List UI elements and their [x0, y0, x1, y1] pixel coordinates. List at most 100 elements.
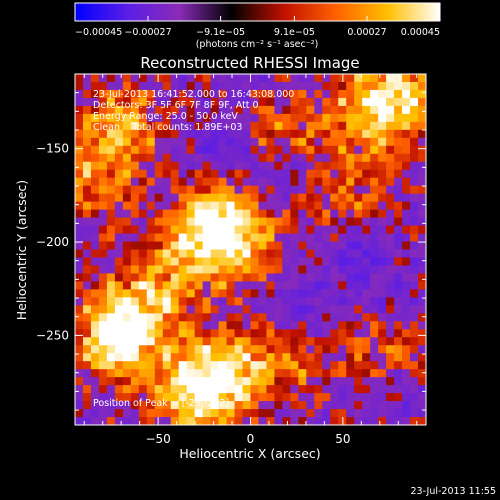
heatmap-cell — [194, 89, 204, 99]
heatmap-cell — [306, 193, 315, 203]
heatmap-cell — [378, 137, 387, 147]
heatmap-cell — [218, 89, 227, 99]
heatmap-cell — [274, 233, 283, 242]
heatmap-cell — [330, 369, 339, 378]
heatmap-cell — [98, 273, 108, 282]
heatmap-cell — [226, 385, 235, 394]
heatmap-cell — [338, 241, 347, 250]
heatmap-cell — [298, 121, 307, 131]
heatmap-cell — [178, 273, 188, 282]
heatmap-cell — [130, 329, 140, 338]
heatmap-cell — [410, 209, 419, 218]
heatmap-cell — [378, 257, 387, 266]
heatmap-cell — [202, 137, 212, 147]
heatmap-cell — [410, 145, 419, 155]
heatmap-cell — [242, 385, 251, 394]
heatmap-cell — [90, 145, 100, 155]
heatmap-cell — [138, 353, 148, 362]
heatmap-cell — [90, 153, 100, 163]
heatmap-cell — [130, 201, 140, 211]
heatmap-cell — [306, 273, 315, 282]
heatmap-cell — [410, 81, 419, 91]
heatmap-cell — [346, 297, 355, 306]
heatmap-cell — [306, 169, 315, 179]
heatmap-cell — [298, 129, 307, 139]
heatmap-cell — [274, 393, 283, 402]
heatmap-cell — [75, 137, 84, 147]
heatmap-cell — [362, 97, 371, 107]
heatmap-cell — [346, 385, 355, 394]
y-tick-label: −200 — [36, 235, 69, 249]
heatmap-cell — [114, 74, 124, 83]
heatmap-cell — [362, 74, 371, 83]
heatmap-cell — [75, 321, 84, 330]
heatmap-cell — [226, 145, 235, 155]
heatmap-cell — [202, 297, 212, 306]
heatmap-cell — [362, 393, 371, 402]
heatmap-cell — [306, 121, 315, 131]
heatmap-cell — [378, 241, 387, 250]
heatmap-cell — [386, 345, 395, 354]
heatmap-cell — [234, 281, 243, 290]
heatmap-cell — [130, 193, 140, 203]
heatmap-cell — [274, 121, 283, 131]
heatmap-cell — [218, 217, 227, 226]
heatmap-cell — [314, 121, 323, 131]
heatmap-cell — [90, 265, 100, 274]
heatmap-cell — [298, 401, 307, 410]
heatmap-cell — [386, 209, 395, 218]
heatmap-cell — [338, 273, 347, 282]
heatmap-cell — [162, 369, 172, 378]
heatmap-cell — [370, 401, 379, 410]
heatmap-cell — [234, 353, 243, 362]
heatmap-cell — [394, 257, 403, 266]
heatmap-cell — [130, 74, 140, 83]
heatmap-cell — [266, 273, 275, 282]
heatmap-cell — [194, 153, 204, 163]
heatmap-cell — [290, 313, 299, 322]
heatmap-cell — [394, 177, 403, 187]
heatmap-cell — [106, 137, 116, 147]
heatmap-cell — [370, 337, 379, 346]
heatmap-cell — [162, 353, 172, 362]
heatmap-cell — [218, 97, 227, 107]
heatmap-cell — [114, 225, 124, 234]
heatmap-cell — [106, 417, 116, 426]
heatmap-cell — [114, 201, 124, 211]
heatmap-cell — [202, 153, 212, 163]
heatmap-cell — [306, 74, 315, 83]
heatmap-cell — [75, 217, 84, 226]
heatmap-cell — [210, 233, 219, 242]
heatmap-cell — [170, 353, 180, 362]
heatmap-cell — [322, 417, 331, 426]
heatmap-cell — [354, 329, 363, 338]
heatmap-cell — [314, 217, 323, 226]
heatmap-cell — [226, 105, 235, 115]
heatmap-cell — [75, 305, 84, 314]
heatmap-cell — [178, 153, 188, 163]
heatmap-cell — [242, 177, 251, 187]
heatmap-cell — [242, 249, 251, 258]
heatmap-cell — [258, 305, 267, 314]
heatmap-cell — [98, 193, 108, 203]
heatmap-cell — [354, 105, 363, 115]
heatmap-cell — [410, 409, 419, 418]
heatmap-cell — [226, 361, 235, 370]
heatmap-cell — [258, 377, 267, 386]
heatmap-cell — [266, 161, 275, 171]
heatmap-cell — [138, 121, 148, 131]
heatmap-cell — [250, 241, 259, 250]
heatmap-cell — [138, 145, 148, 155]
heatmap-cell — [418, 185, 427, 195]
heatmap-cell — [394, 385, 403, 394]
heatmap-cell — [258, 217, 267, 226]
heatmap-cell — [314, 297, 323, 306]
heatmap-cell — [114, 345, 124, 354]
heatmap-cell — [250, 169, 259, 179]
heatmap-cell — [226, 289, 235, 298]
heatmap-cell — [170, 201, 180, 211]
heatmap-cell — [338, 257, 347, 266]
heatmap-cell — [378, 249, 387, 258]
heatmap-cell — [322, 89, 331, 99]
heatmap-cell — [194, 385, 204, 394]
